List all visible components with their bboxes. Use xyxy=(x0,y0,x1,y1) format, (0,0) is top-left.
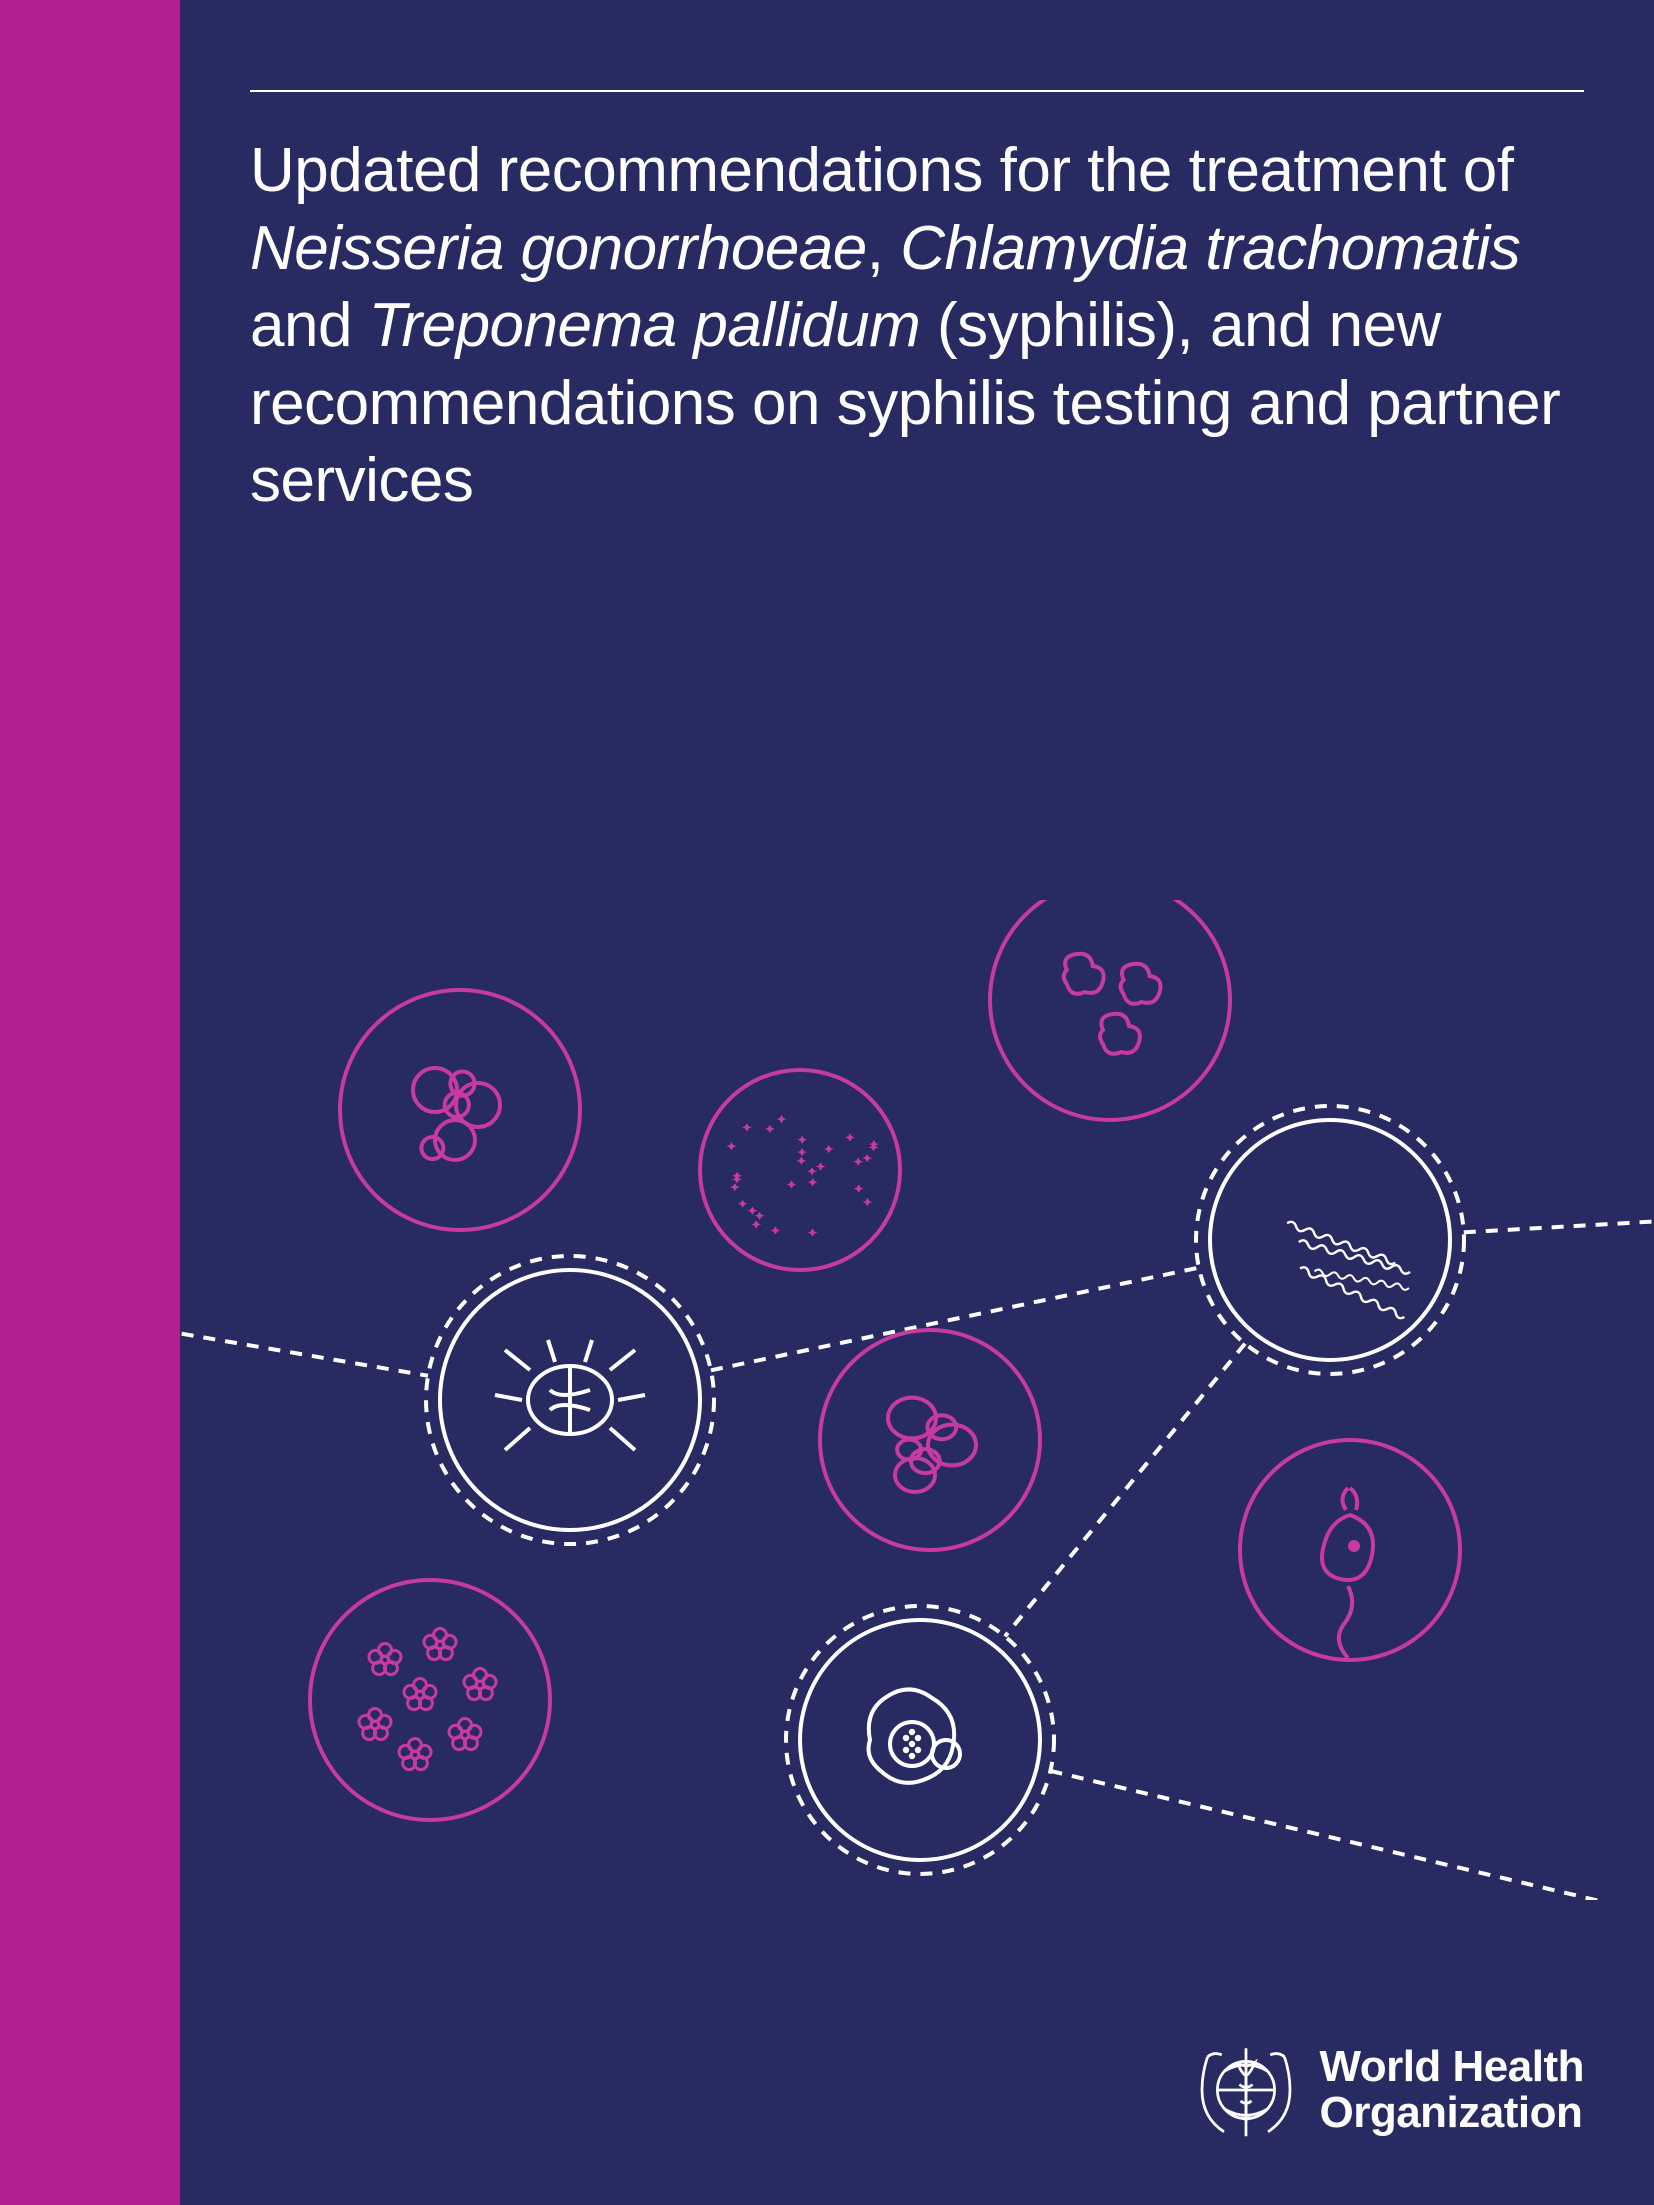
top-rule xyxy=(250,90,1584,92)
pathogen-diagram xyxy=(180,900,1654,1900)
document-title: Updated recommendations for the treatmen… xyxy=(250,132,1584,520)
who-line2: Organization xyxy=(1319,2090,1584,2136)
spine-bar xyxy=(0,0,180,2205)
who-logo-text: World Health Organization xyxy=(1319,2044,1584,2136)
who-emblem-icon xyxy=(1191,2035,1301,2145)
cover-main: Updated recommendations for the treatmen… xyxy=(180,0,1654,2205)
who-logo: World Health Organization xyxy=(1191,2035,1584,2145)
who-line1: World Health xyxy=(1319,2044,1584,2090)
